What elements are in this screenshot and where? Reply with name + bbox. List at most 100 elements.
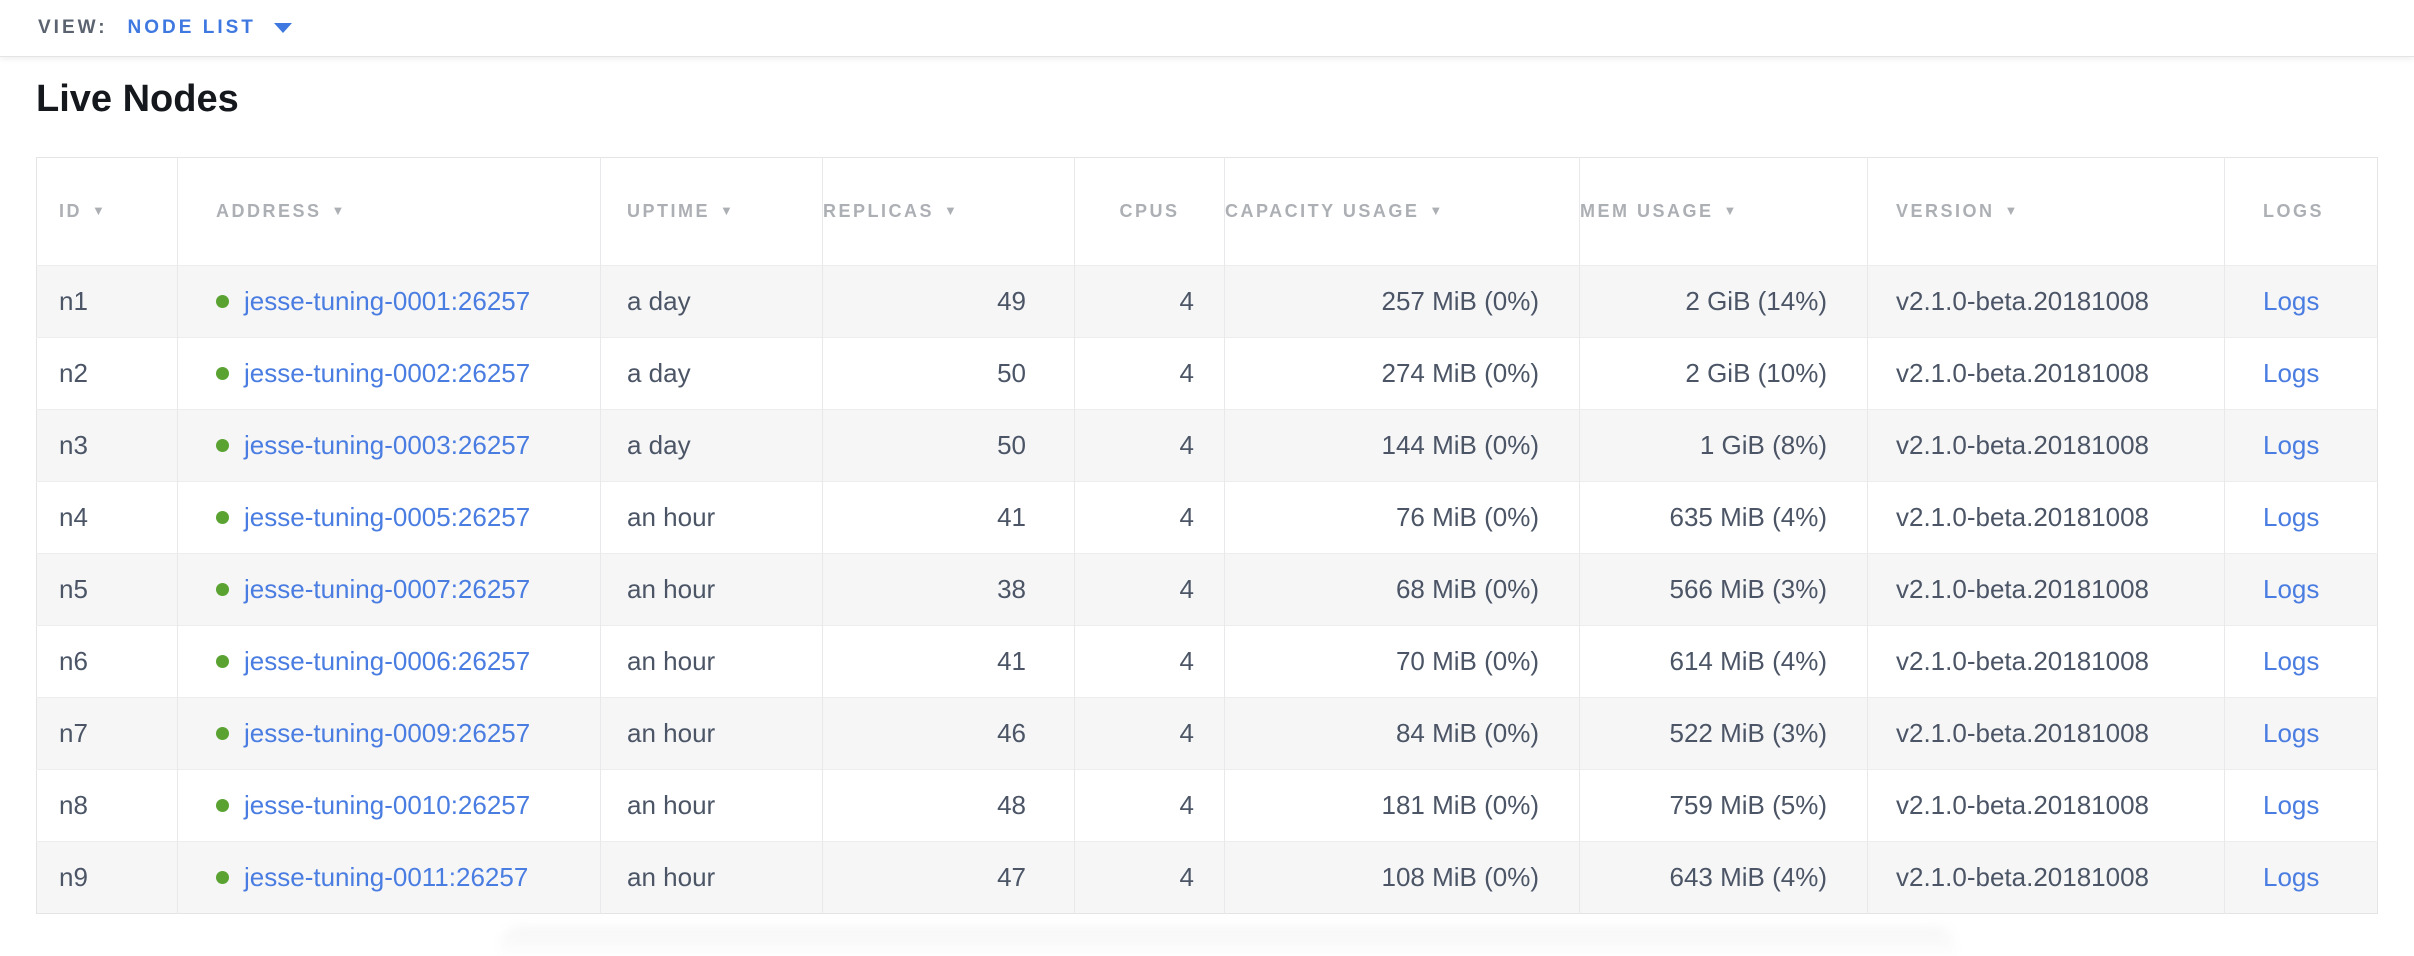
node-health-icon	[216, 367, 229, 380]
sort-desc-icon: ▼	[331, 203, 345, 218]
cell-version: v2.1.0-beta.20181008	[1867, 625, 2225, 698]
column-label: CPUS	[1119, 201, 1180, 221]
cell-mem: 2 GiB (10%)	[1579, 337, 1868, 410]
cell-address: jesse-tuning-0009:26257	[177, 697, 601, 770]
cell-uptime: an hour	[600, 553, 823, 626]
node-health-icon	[216, 655, 229, 668]
cell-value: 614 MiB (4%)	[1669, 646, 1828, 676]
cell-replicas: 46	[822, 697, 1075, 770]
column-label: UPTIME	[627, 201, 711, 221]
node-address-link[interactable]: jesse-tuning-0011:26257	[244, 862, 529, 892]
cell-replicas: 49	[822, 265, 1075, 338]
cell-logs: Logs	[2224, 265, 2378, 338]
cell-mem: 2 GiB (14%)	[1579, 265, 1868, 338]
view-select-dropdown[interactable]: NODE LIST	[128, 17, 292, 39]
cell-capacity: 76 MiB (0%)	[1224, 481, 1580, 554]
cell-value: 4	[1179, 646, 1194, 676]
cell-value: 70 MiB (0%)	[1395, 646, 1539, 676]
node-logs-link[interactable]: Logs	[2263, 574, 2320, 604]
cell-uptime: a day	[600, 409, 823, 482]
column-header-version[interactable]: VERSION ▼	[1867, 157, 2225, 266]
cell-replicas: 41	[822, 625, 1075, 698]
column-label: CAPACITY USAGE	[1225, 201, 1420, 221]
node-address-link[interactable]: jesse-tuning-0002:26257	[244, 358, 531, 388]
sort-desc-icon: ▼	[2004, 203, 2018, 218]
column-header-id[interactable]: ID ▼	[36, 157, 178, 266]
cell-id: n4	[36, 481, 178, 554]
cell-value: 522 MiB (3%)	[1669, 718, 1828, 748]
node-row: n1 jesse-tuning-0001:26257 a day 49 4 257 MiB…	[36, 265, 2378, 338]
column-header-replicas[interactable]: REPLICAS ▼	[822, 157, 1075, 266]
cell-value: a day	[627, 430, 691, 460]
cell-value: an hour	[627, 862, 716, 892]
cell-address: jesse-tuning-0010:26257	[177, 769, 601, 842]
column-header-uptime[interactable]: UPTIME ▼	[600, 157, 823, 266]
node-logs-link[interactable]: Logs	[2263, 790, 2320, 820]
cell-address: jesse-tuning-0007:26257	[177, 553, 601, 626]
cell-value: n6	[59, 646, 88, 676]
cell-cpus: 4	[1074, 625, 1225, 698]
node-address-link[interactable]: jesse-tuning-0001:26257	[244, 286, 531, 316]
cell-replicas: 50	[822, 409, 1075, 482]
cell-value: n5	[59, 574, 88, 604]
node-logs-link[interactable]: Logs	[2263, 286, 2320, 316]
table-header-row: ID ▼ ADDRESS ▼ UPTIME ▼ REPLICAS ▼ CPUS CAPACITY …	[36, 157, 2378, 266]
node-logs-link[interactable]: Logs	[2263, 430, 2320, 460]
node-logs-link[interactable]: Logs	[2263, 718, 2320, 748]
node-address-link[interactable]: jesse-tuning-0005:26257	[244, 502, 531, 532]
node-logs-link[interactable]: Logs	[2263, 646, 2320, 676]
cell-capacity: 144 MiB (0%)	[1224, 409, 1580, 482]
node-logs-link[interactable]: Logs	[2263, 358, 2320, 388]
node-row: n4 jesse-tuning-0005:26257 an hour 41 4 76 Mi…	[36, 481, 2378, 554]
node-address-link[interactable]: jesse-tuning-0003:26257	[244, 430, 531, 460]
cell-logs: Logs	[2224, 337, 2378, 410]
column-label: REPLICAS	[823, 201, 935, 221]
page-title: Live Nodes	[36, 78, 239, 120]
sort-desc-icon: ▼	[720, 203, 733, 218]
cell-version: v2.1.0-beta.20181008	[1867, 265, 2225, 338]
cell-id: n3	[36, 409, 178, 482]
cell-value: a day	[627, 286, 691, 316]
cell-logs: Logs	[2224, 409, 2378, 482]
cell-mem: 759 MiB (5%)	[1579, 769, 1868, 842]
column-header-mem[interactable]: MEM USAGE ▼	[1579, 157, 1868, 266]
cell-value: 84 MiB (0%)	[1395, 718, 1539, 748]
cell-uptime: an hour	[600, 625, 823, 698]
cell-value: 41	[997, 502, 1026, 532]
cell-value: n8	[59, 790, 88, 820]
node-address-link[interactable]: jesse-tuning-0007:26257	[244, 574, 531, 604]
cell-id: n9	[36, 841, 178, 914]
cell-value: v2.1.0-beta.20181008	[1896, 358, 2149, 388]
cell-value: an hour	[627, 502, 716, 532]
cell-value: 144 MiB (0%)	[1381, 430, 1540, 460]
view-label: VIEW:	[38, 17, 108, 38]
node-address-link[interactable]: jesse-tuning-0010:26257	[244, 790, 531, 820]
cell-address: jesse-tuning-0005:26257	[177, 481, 601, 554]
node-address-link[interactable]: jesse-tuning-0009:26257	[244, 718, 531, 748]
node-health-icon	[216, 871, 229, 884]
node-row: n5 jesse-tuning-0007:26257 an hour 38 4 68 Mi…	[36, 553, 2378, 626]
cell-value: v2.1.0-beta.20181008	[1896, 718, 2149, 748]
node-health-icon	[216, 727, 229, 740]
cell-value: 257 MiB (0%)	[1381, 286, 1540, 316]
column-header-address[interactable]: ADDRESS ▼	[177, 157, 601, 266]
cell-uptime: a day	[600, 337, 823, 410]
column-header-capacity[interactable]: CAPACITY USAGE ▼	[1224, 157, 1580, 266]
node-row: n8 jesse-tuning-0010:26257 an hour 48 4 181 M…	[36, 769, 2378, 842]
node-address-link[interactable]: jesse-tuning-0006:26257	[244, 646, 531, 676]
cell-capacity: 108 MiB (0%)	[1224, 841, 1580, 914]
cell-address: jesse-tuning-0011:26257	[177, 841, 601, 914]
cell-cpus: 4	[1074, 481, 1225, 554]
node-row: n7 jesse-tuning-0009:26257 an hour 46 4 84 Mi…	[36, 697, 2378, 770]
cell-replicas: 38	[822, 553, 1075, 626]
cell-value: v2.1.0-beta.20181008	[1896, 430, 2149, 460]
cell-value: an hour	[627, 790, 716, 820]
cell-replicas: 47	[822, 841, 1075, 914]
cell-logs: Logs	[2224, 553, 2378, 626]
node-logs-link[interactable]: Logs	[2263, 502, 2320, 532]
node-logs-link[interactable]: Logs	[2263, 862, 2320, 892]
cell-value: 4	[1179, 430, 1194, 460]
cell-address: jesse-tuning-0001:26257	[177, 265, 601, 338]
sort-desc-icon: ▼	[944, 203, 957, 218]
cell-logs: Logs	[2224, 697, 2378, 770]
